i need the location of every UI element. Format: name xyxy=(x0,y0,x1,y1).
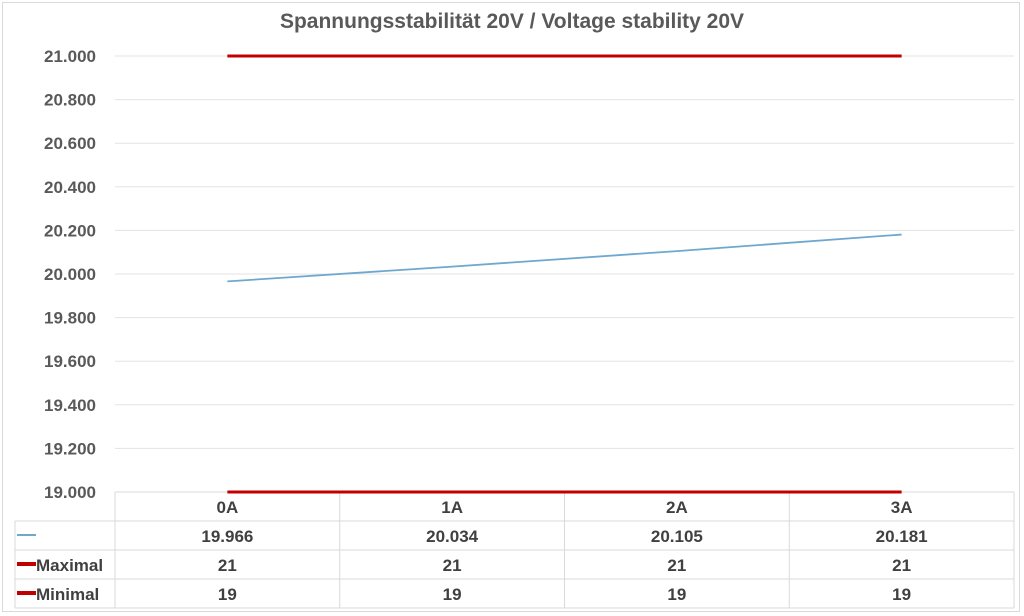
legend-label: Maximal xyxy=(36,556,103,575)
y-tick-label: 20.800 xyxy=(44,91,96,110)
data-label: 21 xyxy=(892,556,911,575)
data-label: 20.105 xyxy=(651,527,703,546)
y-tick-label: 21.000 xyxy=(44,47,96,66)
data-label: 21 xyxy=(218,556,237,575)
y-tick-label: 19.200 xyxy=(44,439,96,458)
y-tick-label: 20.400 xyxy=(44,178,96,197)
y-tick-label: 19.400 xyxy=(44,396,96,415)
y-tick-label: 20.600 xyxy=(44,134,96,153)
y-tick-label: 20.000 xyxy=(44,265,96,284)
data-label: 19 xyxy=(218,585,237,604)
y-tick-label: 19.600 xyxy=(44,352,96,371)
data-label: 21 xyxy=(667,556,686,575)
data-label: 21 xyxy=(443,556,462,575)
y-tick-label: 19.800 xyxy=(44,309,96,328)
data-label: 20.181 xyxy=(876,527,928,546)
y-tick-label: 19.000 xyxy=(44,483,96,502)
data-label: 19 xyxy=(667,585,686,604)
y-tick-label: 20.200 xyxy=(44,221,96,240)
category-label: 3A xyxy=(891,498,913,517)
category-label: 0A xyxy=(217,498,239,517)
data-label: 19 xyxy=(892,585,911,604)
chart-title: Spannungsstabilität 20V / Voltage stabil… xyxy=(279,10,745,33)
data-label: 19.966 xyxy=(201,527,253,546)
series-line-voltage xyxy=(227,233,902,283)
category-label: 2A xyxy=(666,498,688,517)
legend-label: Minimal xyxy=(36,585,99,604)
category-label: 1A xyxy=(441,498,463,517)
data-label: 20.034 xyxy=(426,527,479,546)
data-label: 19 xyxy=(443,585,462,604)
